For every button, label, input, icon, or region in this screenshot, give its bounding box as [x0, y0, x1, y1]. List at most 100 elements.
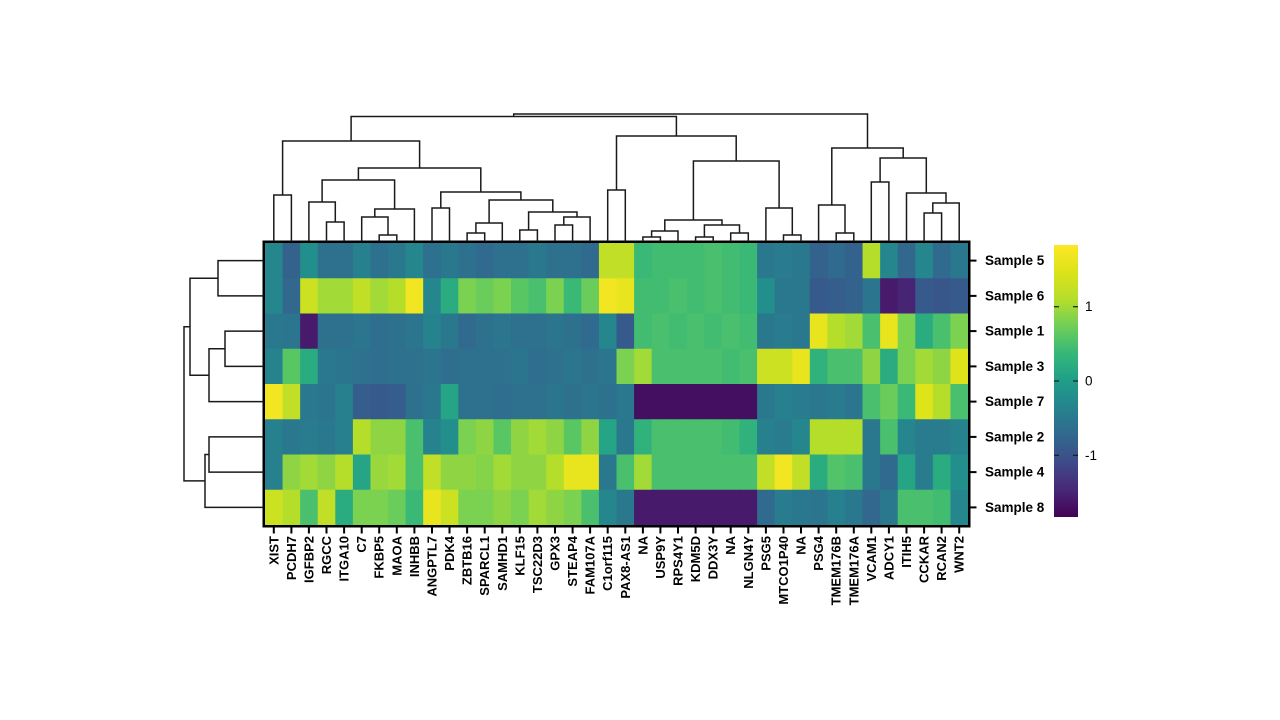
heatmap-cell [546, 454, 565, 491]
heatmap-cell [317, 313, 336, 350]
heatmap-cell [686, 384, 705, 420]
heatmap-cell [827, 243, 846, 279]
col-dendrogram-branch [527, 211, 578, 230]
heatmap-cell [388, 313, 407, 350]
heatmap-cell [405, 489, 424, 526]
heatmap-cell [774, 489, 793, 526]
heatmap-cell [915, 243, 934, 279]
heatmap-cell [757, 454, 776, 491]
heatmap-cell [458, 313, 477, 350]
heatmap-cell [897, 348, 916, 385]
heatmap-cells [265, 243, 969, 526]
heatmap-cell [388, 454, 407, 491]
heatmap-cell [880, 243, 899, 279]
heatmap-cell [440, 243, 459, 279]
heatmap-cell [809, 454, 828, 491]
heatmap-cell [809, 419, 828, 456]
col-dendrogram-branch [905, 192, 947, 242]
heatmap-cell [669, 419, 688, 456]
heatmap-cell [950, 454, 969, 491]
col-dendrogram [273, 113, 960, 242]
col-label: ADCY1 [881, 536, 896, 580]
heatmap-cell [528, 454, 547, 491]
colorbar-tick-label: 1 [1085, 299, 1093, 314]
heatmap-cell [757, 384, 776, 420]
heatmap-cell [563, 489, 582, 526]
heatmap-cell [598, 384, 618, 420]
heatmap-cell [880, 348, 899, 385]
heatmap-cell [440, 419, 459, 456]
col-dendrogram-branch [923, 212, 943, 242]
col-dendrogram-branch [879, 157, 928, 193]
heatmap-cell [827, 278, 846, 315]
heatmap-cell [370, 419, 389, 456]
heatmap-cell [581, 384, 600, 420]
heatmap-cell [598, 313, 618, 350]
heatmap-cell [317, 489, 336, 526]
heatmap-cell [511, 419, 530, 456]
heatmap-cell [669, 454, 688, 491]
heatmap-cell [265, 348, 284, 385]
heatmap-cell [686, 243, 705, 279]
heatmap-cell [598, 243, 618, 279]
col-label: PCDH7 [284, 536, 299, 580]
heatmap-cell [792, 243, 811, 279]
heatmap-cell [809, 278, 828, 315]
col-dendrogram-branch [932, 202, 960, 242]
heatmap-cell [352, 384, 372, 420]
col-dendrogram-branch [615, 135, 737, 190]
col-label: FAM107A [583, 535, 598, 594]
heatmap-cell [721, 419, 741, 456]
heatmap-cell [844, 454, 864, 491]
heatmap-cell [440, 278, 459, 315]
col-dendrogram-branch [325, 221, 345, 242]
heatmap-cell [300, 278, 319, 315]
col-label: DDX3Y [706, 536, 721, 580]
heatmap-cell [458, 348, 477, 385]
heatmap-cell [598, 489, 618, 526]
col-label: PAX8-AS1 [618, 536, 633, 599]
row-label: Sample 3 [985, 359, 1045, 374]
heatmap-cell [265, 454, 284, 491]
heatmap-cell [370, 278, 389, 315]
heatmap-cell [739, 278, 758, 315]
heatmap-cell [704, 454, 723, 491]
heatmap-cell [528, 243, 547, 279]
col-label: NA [794, 535, 809, 554]
heatmap-cell [458, 454, 477, 491]
heatmap-cell [493, 454, 512, 491]
heatmap-cell [458, 384, 477, 420]
colorbar-ticks [1054, 306, 1078, 456]
heatmap-cell [774, 348, 793, 385]
heatmap-cell [739, 454, 758, 491]
row-label: Sample 8 [985, 500, 1045, 515]
col-label: KDM5D [688, 536, 703, 582]
heatmap-cell [563, 384, 582, 420]
heatmap-cell [634, 419, 653, 456]
heatmap-cell [757, 278, 776, 315]
heatmap-cell [669, 278, 688, 315]
heatmap-cell [897, 454, 916, 491]
heatmap-cell [862, 313, 881, 350]
heatmap-cell [511, 384, 530, 420]
heatmap-cell [528, 348, 547, 385]
col-label: CCKAR [917, 535, 932, 583]
heatmap-cell [317, 243, 336, 279]
heatmap-cell [528, 489, 547, 526]
heatmap-cell [423, 243, 442, 279]
heatmap-cell [317, 419, 336, 456]
heatmap-cell [897, 313, 916, 350]
heatmap-cell [704, 489, 723, 526]
heatmap-cell [704, 313, 723, 350]
heatmap-cell [581, 313, 600, 350]
heatmap-cell [317, 278, 336, 315]
heatmap-cell [897, 419, 916, 456]
heatmap-cell [651, 278, 670, 315]
heatmap-cell [581, 489, 600, 526]
row-dendrogram-branch [208, 436, 264, 473]
heatmap-cell [493, 489, 512, 526]
heatmap-cell [862, 489, 881, 526]
heatmap-cell [669, 348, 688, 385]
heatmap-cell [563, 454, 582, 491]
